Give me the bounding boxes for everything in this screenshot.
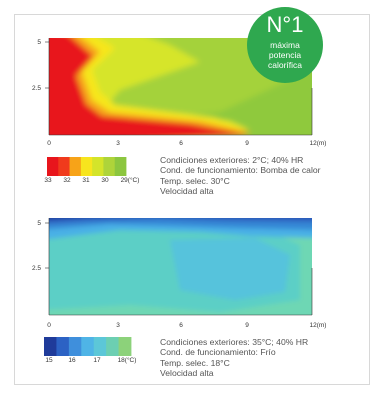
cooling-legend-swatch (56, 337, 70, 356)
heating-legend-swatch (103, 157, 116, 176)
cooling-legend-swatch (106, 337, 119, 356)
heating-legend: 33 32 31 30 29(°C) (44, 157, 139, 184)
cooling-x-tick-label: 3 (116, 322, 120, 329)
cooling-x-tick-label: 12(m) (310, 322, 327, 329)
heating-legend-label: 29(°C) (121, 176, 140, 184)
heating-x-tick-label: 12(m) (310, 140, 327, 147)
cooling-x-tick-label: 6 (179, 322, 183, 329)
heating-zone-hot (49, 38, 250, 135)
heating-set-temperature: Temp. selec. 30°C (160, 175, 230, 186)
cooling-zone-mid-blue (49, 218, 312, 224)
heating-legend-label: 30 (101, 177, 109, 184)
cooling-x-tick-label: 0 (47, 322, 51, 329)
heating-fan-speed: Velocidad alta (160, 186, 214, 197)
heating-y-tick-label: 2.5 (32, 85, 41, 92)
heating-legend-label: 31 (82, 177, 90, 184)
heating-legend-swatch (69, 157, 82, 176)
badge-line: máxima (270, 40, 300, 50)
heatmap-cooling: 5 2.5 0 3 6 9 12(m) 15 16 17 18(°C) (32, 218, 327, 364)
heating-operating-mode: Cond. de funcionamiento: Bomba de calor (160, 165, 321, 176)
heatmap-heating: 5 2.5 0 3 6 9 12(m) 33 32 31 30 29(°C) (32, 38, 327, 184)
cooling-legend-swatch (81, 337, 95, 356)
cooling-legend: 15 16 17 18(°C) (44, 337, 136, 364)
cooling-legend-swatch (118, 337, 132, 356)
cooling-operating-mode: Cond. de funcionamiento: Frío (160, 347, 276, 358)
heating-outdoor-conditions: Condiciones exteriores: 2°C; 40% HR (160, 155, 304, 165)
cooling-zone-cold (49, 218, 70, 220)
cooling-y-tick-label: 5 (37, 220, 41, 227)
cooling-legend-swatch (44, 337, 57, 356)
cooling-legend-swatch (93, 337, 107, 356)
heating-x-tick-label: 6 (179, 140, 183, 147)
cooling-outdoor-conditions: Condiciones exteriores: 35°C; 40% HR (160, 337, 309, 347)
cooling-legend-label: 16 (68, 357, 76, 364)
cooling-legend-label: 15 (45, 357, 53, 364)
heating-x-tick-label: 0 (47, 140, 51, 147)
cooling-legend-label: 18(°C) (118, 356, 137, 364)
badge-number: N°1 (266, 12, 304, 37)
heating-legend-swatch (92, 157, 104, 176)
badge-max-heating-power: N°1 máxima potencia calorífica (247, 7, 323, 83)
heating-legend-swatch (58, 157, 70, 176)
heating-legend-swatch (47, 157, 59, 176)
heating-legend-label: 32 (63, 177, 71, 184)
cooling-y-tick-label: 2.5 (32, 265, 41, 272)
heating-y-tick-label: 5 (37, 39, 41, 46)
heating-x-tick-label: 9 (245, 140, 249, 147)
cooling-description: Condiciones exteriores: 35°C; 40% HR Con… (160, 337, 308, 379)
heating-description: Condiciones exteriores: 2°C; 40% HR Cond… (160, 155, 321, 197)
heating-legend-swatch (80, 157, 93, 176)
heating-legend-swatch (114, 157, 127, 176)
cooling-set-temperature: Temp. selec. 18°C (160, 357, 230, 368)
cooling-x-tick-label: 9 (245, 322, 249, 329)
cooling-legend-label: 17 (93, 357, 101, 364)
badge-line: potencia (268, 50, 302, 60)
cooling-zone-cyan (170, 238, 290, 300)
heating-zone-orange (49, 38, 252, 135)
heating-legend-label: 33 (44, 177, 52, 184)
cooling-fan-speed: Velocidad alta (160, 368, 214, 379)
heating-x-tick-label: 3 (116, 140, 120, 147)
cooling-legend-swatch (68, 337, 82, 356)
badge-line: calorífica (267, 60, 302, 70)
